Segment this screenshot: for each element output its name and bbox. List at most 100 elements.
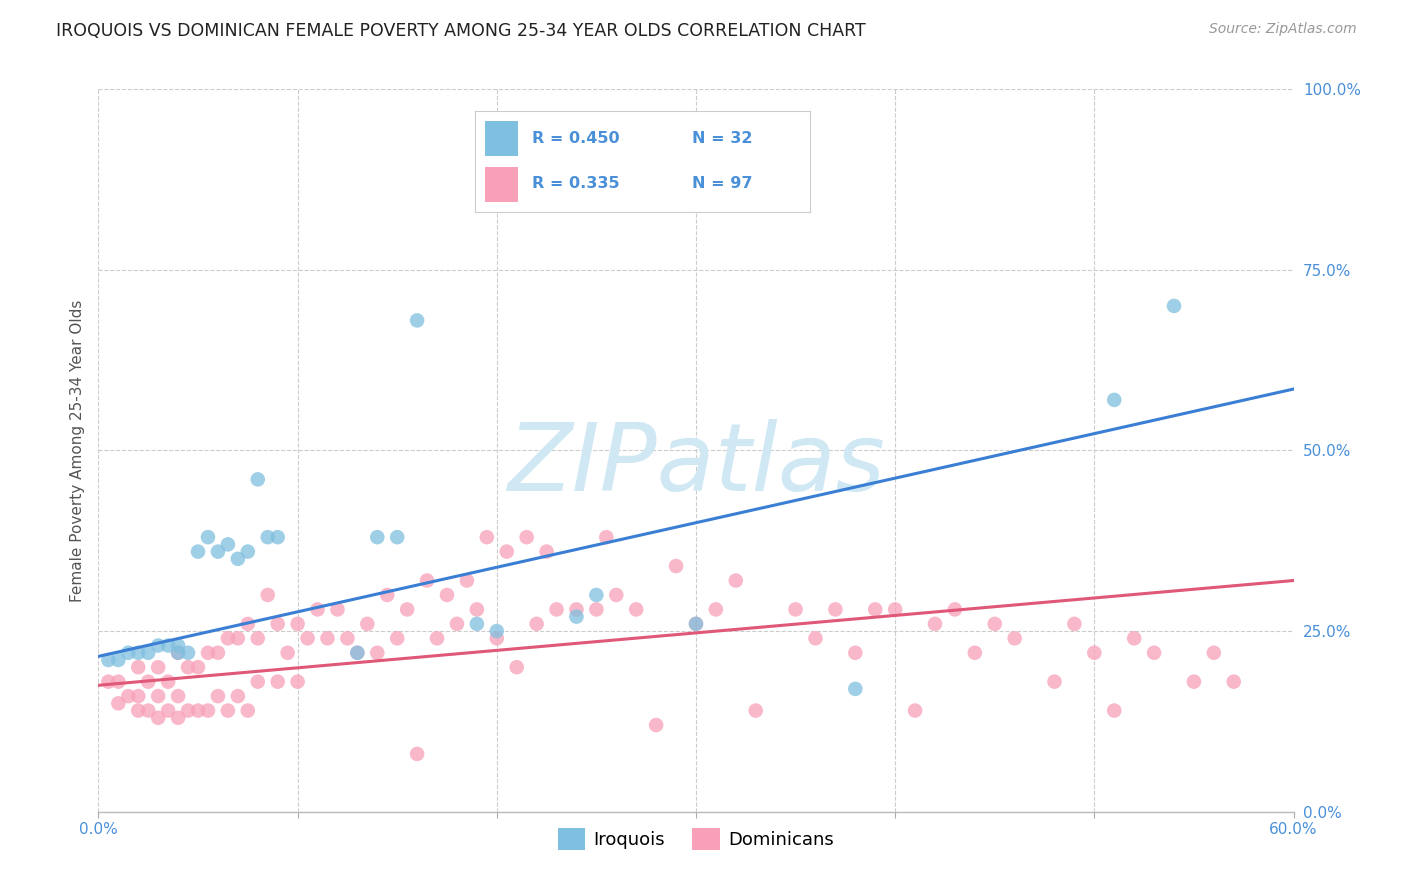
Point (844, 646, 866, 660)
Point (526, 616, 548, 631)
Point (97, 653, 120, 667)
Point (1202, 646, 1225, 660)
Point (595, 530, 617, 544)
Point (963, 646, 986, 660)
Point (107, 653, 129, 667)
Point (366, 530, 388, 544)
Point (685, 616, 707, 631)
Point (157, 639, 180, 653)
Point (824, 602, 846, 616)
Point (197, 530, 219, 544)
Point (1063, 616, 1085, 631)
Point (217, 704, 239, 718)
Point (148, 711, 170, 725)
Point (177, 660, 200, 674)
Point (426, 632, 449, 646)
Point (236, 616, 259, 631)
Y-axis label: Female Poverty Among 25-34 Year Olds: Female Poverty Among 25-34 Year Olds (69, 300, 84, 601)
Point (943, 602, 966, 616)
Point (1104, 392, 1126, 407)
Text: Source: ZipAtlas.com: Source: ZipAtlas.com (1209, 22, 1357, 37)
Point (117, 689, 139, 703)
Point (1182, 674, 1205, 689)
Point (585, 602, 607, 616)
Point (197, 704, 219, 718)
Point (148, 689, 170, 703)
Point (167, 639, 190, 653)
Point (97, 674, 120, 689)
Point (724, 574, 747, 588)
Point (326, 602, 349, 616)
Point (844, 681, 866, 696)
Point (665, 559, 688, 574)
Point (924, 616, 946, 631)
Point (187, 660, 209, 674)
Point (107, 696, 129, 710)
Point (117, 646, 139, 660)
Point (446, 616, 468, 631)
Point (626, 602, 648, 616)
Point (167, 689, 190, 703)
Point (605, 588, 627, 602)
Point (336, 632, 359, 646)
Point (346, 646, 368, 660)
Point (1043, 674, 1066, 689)
Point (465, 602, 488, 616)
Point (207, 544, 229, 558)
Point (485, 632, 508, 646)
Point (136, 646, 159, 660)
Point (465, 616, 488, 631)
Point (704, 602, 727, 616)
Point (157, 704, 180, 718)
Point (187, 704, 209, 718)
Point (396, 602, 419, 616)
Point (865, 602, 887, 616)
Legend: Iroquois, Dominicans: Iroquois, Dominicans (550, 821, 842, 857)
Point (904, 704, 927, 718)
Point (287, 674, 309, 689)
Point (356, 616, 378, 631)
Point (804, 632, 827, 646)
Point (456, 574, 478, 588)
Point (267, 530, 290, 544)
Point (366, 646, 388, 660)
Point (236, 704, 259, 718)
Point (605, 191, 627, 205)
Point (546, 602, 568, 616)
Point (495, 544, 517, 558)
Point (685, 616, 707, 631)
Point (1163, 299, 1185, 313)
Text: ZIPatlas: ZIPatlas (508, 419, 884, 510)
Point (506, 660, 529, 674)
Point (316, 632, 339, 646)
Point (127, 704, 149, 718)
Point (416, 574, 439, 588)
Point (226, 632, 249, 646)
Point (565, 602, 588, 616)
Point (167, 646, 190, 660)
Point (246, 472, 269, 486)
Point (267, 616, 290, 631)
Point (1004, 632, 1026, 646)
Point (297, 632, 319, 646)
Point (475, 530, 498, 544)
Point (1223, 674, 1246, 689)
Point (406, 313, 429, 327)
Point (536, 544, 558, 558)
Point (307, 602, 329, 616)
Point (187, 544, 209, 558)
Point (107, 674, 129, 689)
Point (207, 689, 229, 703)
Point (745, 704, 768, 718)
Point (406, 747, 429, 761)
Point (785, 602, 807, 616)
Point (246, 632, 269, 646)
Point (217, 537, 239, 551)
Point (1104, 704, 1126, 718)
Point (136, 704, 159, 718)
Point (436, 588, 458, 602)
Point (1083, 646, 1105, 660)
Point (127, 689, 149, 703)
Point (226, 689, 249, 703)
Point (148, 660, 170, 674)
